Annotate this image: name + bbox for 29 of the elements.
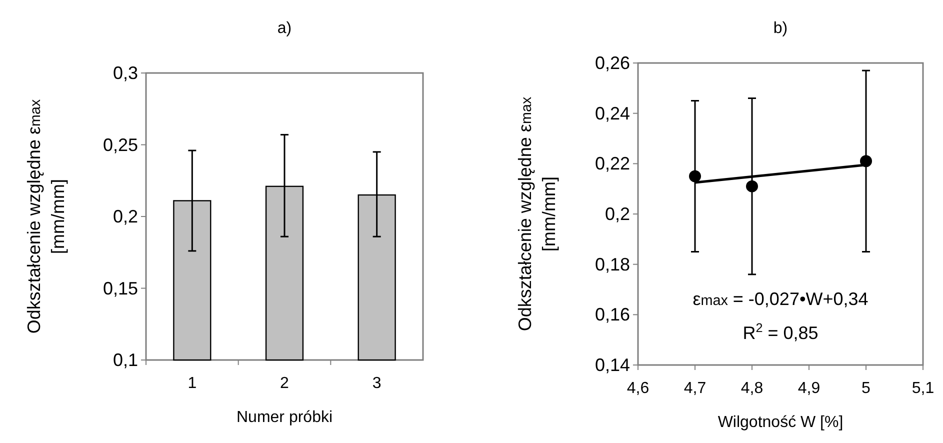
x-tick-label: 5 — [862, 380, 871, 397]
x-tick-label: 5,1 — [912, 380, 934, 397]
y-tick-label: 0,1 — [112, 350, 138, 370]
point — [746, 180, 758, 192]
chart-title: b) — [773, 20, 788, 37]
y-tick-label: 0,14 — [594, 355, 630, 375]
y-tick-label: 0,2 — [604, 204, 630, 224]
annotation: R$^{2}$ = 0,85 — [742, 321, 818, 343]
x-tick-label: 4,6 — [626, 380, 650, 397]
x-tick-label: 4,7 — [684, 380, 706, 397]
x-axis-title: Wilgotność W [%] — [718, 414, 844, 431]
x-tick-label: 4,9 — [798, 380, 820, 397]
y-tick-label: 0,15 — [102, 278, 138, 298]
point — [860, 155, 872, 168]
y-tick-label: 0,26 — [594, 53, 630, 73]
y-tick-label: 0,18 — [594, 254, 630, 274]
y-tick-label: 0,25 — [102, 134, 138, 155]
x-tick-label: 1 — [188, 375, 197, 392]
y-tick-label: 0,16 — [594, 304, 630, 325]
point — [689, 170, 701, 182]
y-tick-label: 0,24 — [594, 103, 630, 124]
x-tick-label: 4,8 — [740, 380, 764, 397]
x-tick-label: 2 — [280, 375, 290, 392]
y-tick-label: 0,22 — [594, 154, 630, 174]
y-tick-label: 0,3 — [112, 63, 138, 83]
y-tick-label: 0,2 — [112, 206, 138, 226]
chart-title: a) — [277, 20, 292, 37]
x-axis-title: Numer próbki — [236, 409, 333, 426]
x-tick-label: 3 — [372, 375, 382, 392]
